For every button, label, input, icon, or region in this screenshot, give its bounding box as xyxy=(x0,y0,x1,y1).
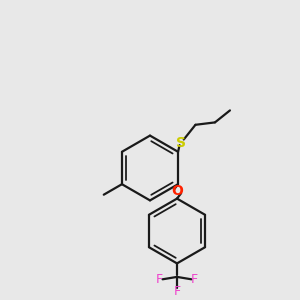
Text: F: F xyxy=(191,273,198,286)
Text: F: F xyxy=(173,285,181,298)
Text: O: O xyxy=(172,184,184,198)
Text: S: S xyxy=(176,136,186,150)
Text: F: F xyxy=(156,273,163,286)
